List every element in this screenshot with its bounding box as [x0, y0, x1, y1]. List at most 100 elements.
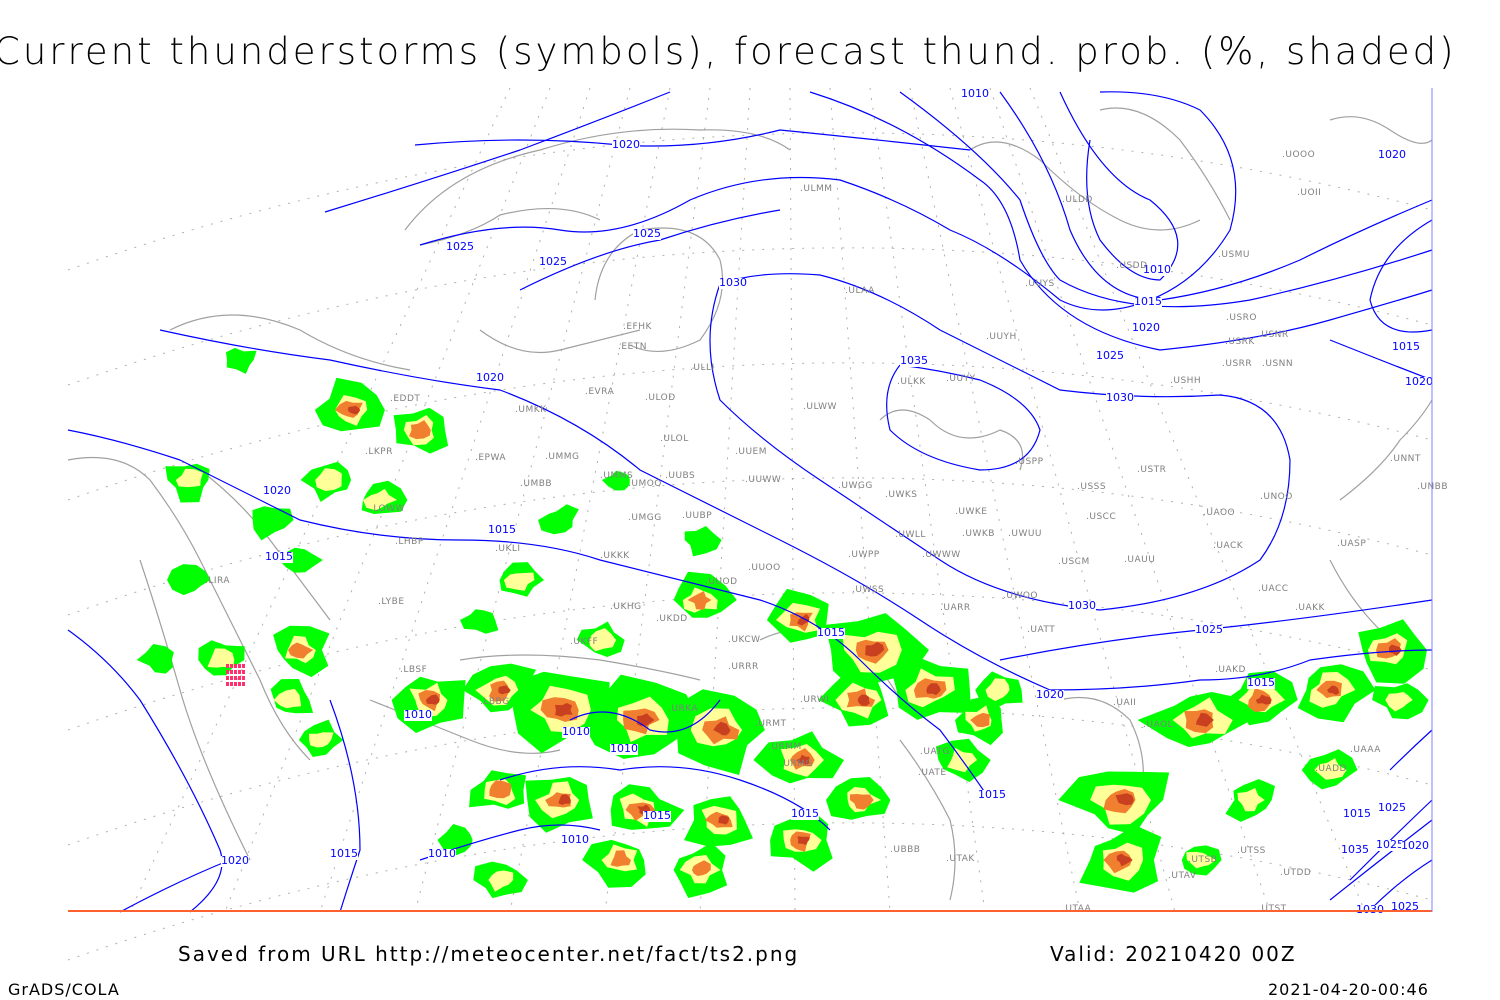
thunderstorm-symbol — [226, 676, 229, 680]
isobar-label-bg — [488, 525, 516, 536]
station-label: .EPWA — [475, 453, 506, 463]
station-label: .UATE — [918, 768, 947, 778]
isobar-label: 1010 — [1143, 263, 1171, 276]
coastline — [139, 559, 251, 861]
station-label: .UACK — [1213, 541, 1244, 551]
station-label: .UTAK — [946, 854, 975, 864]
thunderstorm-symbol — [242, 682, 245, 686]
station-label: .USCM — [1058, 557, 1090, 567]
isobar-label-bg — [1378, 803, 1406, 814]
station-label: .UOII — [1297, 188, 1321, 198]
isobar-label: 1020 — [612, 138, 640, 151]
probability-area — [796, 754, 810, 765]
isobar-label-bg — [1391, 902, 1419, 913]
station-label: .UMKK — [515, 405, 547, 415]
probability-area — [226, 347, 257, 374]
generation-timestamp: 2021-04-20-00:46 — [1268, 980, 1429, 999]
station-label: .USNN — [1262, 359, 1293, 369]
coastline — [479, 329, 641, 353]
probability-area — [865, 642, 885, 657]
probability-area — [1388, 644, 1402, 656]
isobar-label: 1025 — [1376, 838, 1404, 851]
isobar-label: 1015 — [330, 847, 358, 860]
station-label: .USNR — [1258, 330, 1289, 340]
probability-area — [718, 815, 729, 825]
station-label: .UMMG — [545, 452, 579, 462]
station-label: .ULDD — [1062, 195, 1093, 205]
isobar-label-bg — [1096, 351, 1124, 362]
isobar-label-bg — [1134, 297, 1162, 308]
station-label: .URMG — [780, 759, 813, 769]
probability-area — [1255, 694, 1272, 705]
isobar-label-bg — [539, 257, 567, 268]
probability-area — [610, 850, 631, 867]
coastline — [969, 141, 1201, 231]
isobar-label: 1020 — [1378, 148, 1406, 161]
probability-area — [636, 713, 655, 727]
thunderstorm-symbol — [230, 670, 233, 674]
isobar-label-bg — [476, 373, 504, 384]
probability-area — [175, 468, 203, 488]
thunderstorm-symbol — [230, 664, 233, 668]
station-label: .UKKK — [600, 551, 630, 561]
probability-area — [347, 405, 361, 415]
station-label: .LBBG — [480, 697, 510, 707]
probability-area — [167, 564, 211, 596]
isobar-label: 1030 — [1068, 599, 1096, 612]
probability-area — [1195, 712, 1214, 727]
station-label: .UASP — [1337, 539, 1366, 549]
probability-area — [555, 703, 573, 717]
probability-area — [1115, 793, 1134, 806]
station-label: .UMBB — [520, 479, 552, 489]
isobar-line — [67, 629, 223, 913]
station-label: .USSS — [1077, 482, 1106, 492]
thunderstorm-symbol — [242, 676, 245, 680]
probability-area — [538, 504, 579, 535]
station-label: .ULOL — [660, 434, 689, 444]
isobar-line — [899, 91, 1433, 308]
station-label: .UARR — [940, 603, 971, 613]
isobar-label-bg — [1247, 678, 1275, 689]
probability-area — [970, 712, 990, 728]
station-label: .UUOO — [748, 563, 781, 573]
probability-area — [207, 648, 235, 668]
isobar-labels: 1010102010251025102510301010101510201025… — [221, 87, 1433, 916]
station-label: .UWOO — [1003, 591, 1038, 601]
probability-area — [498, 685, 511, 695]
station-label: .USRR — [1222, 359, 1252, 369]
thunderstorm-symbol — [234, 664, 237, 668]
thunderstorm-symbol — [230, 682, 233, 686]
station-label: .UTAV — [1168, 871, 1197, 881]
station-label: .ULMM — [800, 184, 833, 194]
isobar-line — [569, 699, 721, 733]
coastline — [404, 128, 791, 231]
station-label: .UUYH — [986, 332, 1017, 342]
station-label: .UUYS — [1025, 279, 1055, 289]
probability-area — [309, 732, 334, 748]
isobar-label-bg — [791, 809, 819, 820]
thunderstorm-symbol — [234, 676, 237, 680]
software-credit: GrADS/COLA — [8, 980, 120, 999]
probability-area — [857, 694, 870, 706]
station-label: .UAII — [1113, 698, 1136, 708]
station-label: .LIRA — [205, 576, 230, 586]
station-label: .USRK — [1225, 337, 1255, 347]
isobar-label: 1015 — [265, 550, 293, 563]
isobar-label: 1035 — [900, 354, 928, 367]
isobar-label-bg — [1036, 690, 1064, 701]
isobar-label-bg — [404, 710, 432, 721]
isobar-label: 1035 — [1341, 843, 1369, 856]
isobar-label-bg — [221, 856, 249, 867]
isobar-label-bg — [428, 849, 456, 860]
isobar-label: 1030 — [719, 276, 747, 289]
thunderstorm-symbol — [242, 670, 245, 674]
isobar-line — [414, 129, 971, 151]
probability-area — [425, 694, 440, 705]
isobar-line — [519, 209, 781, 291]
coastline — [419, 207, 601, 246]
station-label: .UWPP — [848, 550, 880, 560]
station-label: .UMGG — [628, 513, 662, 523]
isobar-label: 1020 — [1401, 839, 1429, 852]
thunderstorm-probability-shading — [136, 347, 1429, 899]
isobar-label-bg — [719, 278, 747, 289]
